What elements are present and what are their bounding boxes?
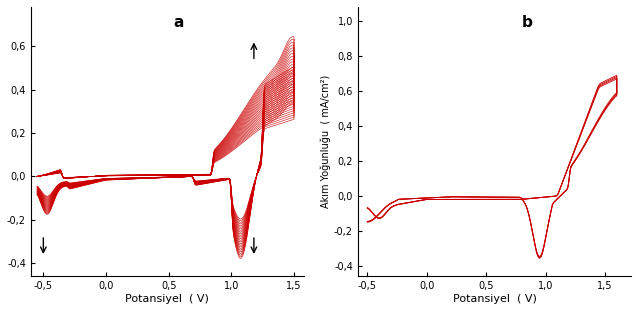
Y-axis label: Akım Yoğunluğu  ( mA/cm²): Akım Yoğunluğu ( mA/cm²) bbox=[321, 75, 331, 208]
Text: a: a bbox=[173, 15, 183, 30]
Text: b: b bbox=[522, 15, 533, 30]
X-axis label: Potansiyel  ( V): Potansiyel ( V) bbox=[452, 294, 537, 304]
X-axis label: Potansiyel  ( V): Potansiyel ( V) bbox=[126, 294, 209, 304]
